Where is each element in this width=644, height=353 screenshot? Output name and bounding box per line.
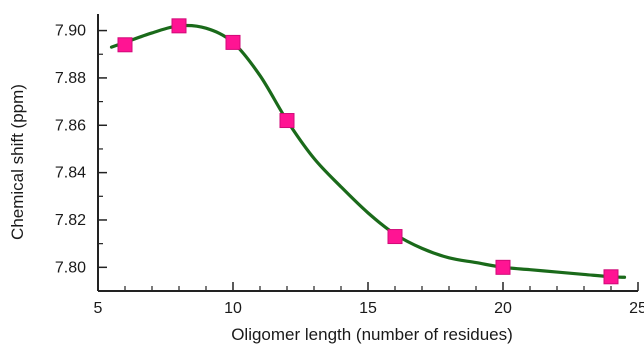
y-tick-label: 7.80 [55, 259, 86, 276]
y-tick-label: 7.82 [55, 212, 86, 229]
data-point-marker [603, 269, 619, 285]
y-tick-label: 7.90 [55, 23, 86, 40]
fit-curve-layer [109, 23, 627, 279]
x-tick-label: 15 [359, 300, 377, 317]
x-tick-label: 5 [94, 300, 103, 317]
data-point-marker [387, 229, 403, 245]
x-tick-label: 20 [494, 300, 512, 317]
data-point-marker [225, 34, 241, 50]
y-axis-title: Chemical shift (ppm) [8, 84, 27, 240]
x-tick-label: 25 [629, 300, 644, 317]
y-tick-label: 7.88 [55, 70, 86, 87]
data-point-marker [279, 113, 295, 129]
y-tick-label: 7.84 [55, 165, 86, 182]
x-axis-title: Oligomer length (number of residues) [231, 325, 513, 344]
axes: 7.80 7.82 7.84 7.86 7.88 7.90 5 10 15 20 25 [55, 14, 644, 317]
data-markers [117, 18, 619, 285]
data-point-marker [171, 18, 187, 34]
fit-curve-line [109, 23, 627, 279]
x-tick-label: 10 [224, 300, 242, 317]
data-point-marker [495, 259, 511, 275]
data-point-marker [117, 37, 133, 53]
y-tick-label: 7.86 [55, 117, 86, 134]
